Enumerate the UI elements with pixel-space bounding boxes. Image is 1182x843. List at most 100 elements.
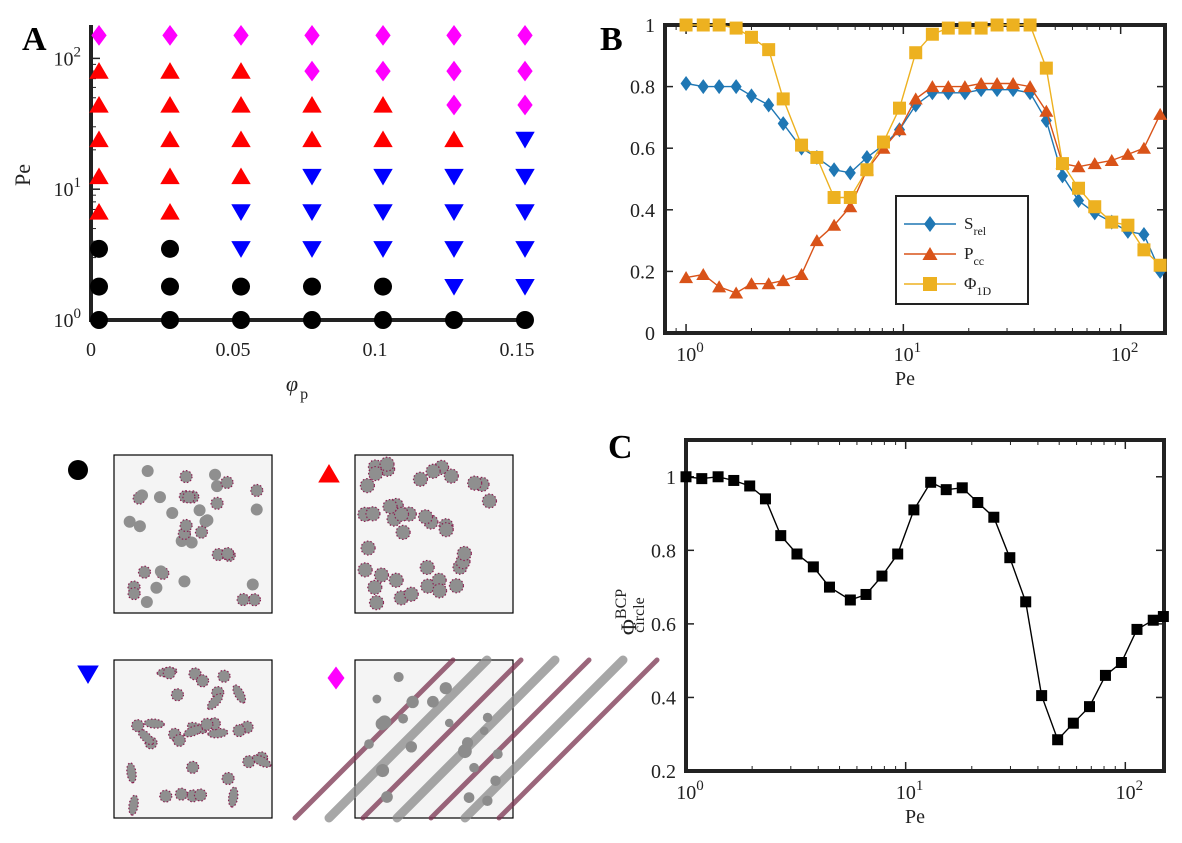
panel-a-ytick-label: 101: [54, 175, 82, 201]
panel-b-point-triangle: [908, 92, 923, 105]
panel-a-marker-diamond: [517, 25, 533, 46]
snapshot-blob: [367, 579, 383, 595]
panel-c-point-square: [1115, 657, 1127, 669]
panel-b-point-diamond: [763, 97, 775, 113]
panel-a-marker-inverted-triangle: [444, 241, 464, 258]
panel-a-marker-inverted-triangle: [444, 204, 464, 221]
panel-b-point-triangle: [1104, 154, 1119, 167]
panel-a-marker-diamond: [375, 60, 391, 82]
panel-b-point-diamond: [680, 76, 692, 91]
panel-c-ylabel: ΦBCPcircle: [613, 589, 648, 635]
snapshot-blob: [461, 737, 474, 749]
panel-b-point-square: [1039, 61, 1053, 75]
panel-c-point-square: [844, 594, 856, 606]
panel-a-marker-diamond: [517, 94, 533, 116]
snapshot-blob: [372, 694, 382, 704]
panel-b-point-diamond: [745, 88, 757, 104]
snapshot-band: [428, 657, 592, 821]
panel-letter-a: A: [22, 21, 47, 58]
panel-b-xtick-label: 100: [676, 340, 704, 366]
panel-a-marker-circle: [232, 277, 250, 296]
snapshot-blob: [359, 478, 376, 494]
snapshot-blob: [382, 498, 398, 515]
snapshot-blob: [232, 724, 246, 738]
panel-a-marker-triangle: [444, 130, 464, 148]
snapshot-band: [496, 657, 660, 821]
snapshot-blob: [467, 475, 483, 491]
panel-a-ytick-label-exp: 1: [74, 175, 82, 191]
panel-a-marker-circle: [445, 311, 463, 329]
panel-b-point-square: [712, 18, 726, 32]
panel-c-point-square: [1147, 614, 1159, 626]
panel-b-point-square: [860, 163, 874, 177]
panel-b-point-square: [679, 18, 693, 32]
snapshot-blob: [368, 595, 385, 611]
panel-b-point-triangle: [974, 77, 989, 90]
panel-c-point-square: [988, 511, 1000, 523]
panel-b-legend-sub: 1D: [976, 284, 991, 298]
snapshot-blob: [431, 583, 448, 599]
panel-c-point-square: [892, 548, 904, 560]
panel-b-point-square: [958, 21, 972, 35]
panel-b-ytick-label: 0.2: [630, 261, 655, 283]
snapshot-blob: [403, 586, 419, 602]
snapshot-blob: [438, 522, 454, 538]
snapshot-blob: [211, 480, 224, 493]
panel-b-point-triangle: [1087, 157, 1102, 170]
panel-c-point-square: [1004, 552, 1016, 564]
panel-a-marker-inverted-triangle: [444, 278, 464, 296]
snapshot-blob: [206, 693, 224, 711]
panel-b-xtick-label: 101: [894, 340, 922, 366]
panel-b-point-square: [1121, 218, 1135, 232]
panel-c-point-square: [1157, 611, 1169, 623]
panel-c-point-square: [759, 493, 771, 505]
panel-b-point-square: [1088, 200, 1102, 214]
panel-b-point-triangle: [679, 271, 694, 284]
panel-b-point-square: [843, 190, 857, 204]
snapshot-blob: [357, 562, 373, 578]
panel-a-marker-circle: [90, 311, 108, 329]
snapshot-blob: [482, 795, 493, 806]
snapshot-blob: [179, 518, 193, 533]
panel-b-point-square: [941, 21, 955, 35]
panel-b-point-diamond: [1056, 168, 1069, 184]
snapshot-blob: [195, 674, 210, 688]
snapshot-blob: [463, 792, 475, 803]
panel-a-marker-triangle: [89, 202, 109, 220]
panel-c-point-square: [680, 471, 692, 483]
panel-a-marker-circle: [232, 311, 250, 329]
panel-a-marker-triangle: [89, 130, 109, 148]
snapshot-blob: [140, 595, 153, 608]
panel-b-point-square: [909, 46, 923, 60]
panel-b-point-square: [1105, 215, 1119, 229]
panel-b-point-diamond: [861, 149, 873, 165]
panel-a-marker-diamond: [162, 25, 178, 46]
snapshot-blob: [246, 578, 259, 591]
snapshot-blob: [159, 789, 173, 803]
panel-a-marker-inverted-triangle: [515, 241, 535, 258]
panel-b-legend-label: Srel: [964, 214, 987, 238]
panel-b-point-triangle: [990, 77, 1005, 90]
panel-b-point-triangle: [843, 200, 858, 213]
panel-a-marker-triangle: [89, 96, 109, 113]
panel-c-point-square: [1099, 669, 1111, 681]
panel-b-xtick-label: 102: [1111, 340, 1139, 366]
panel-a-xtick-label: 0.05: [216, 339, 251, 361]
panel-b-point-diamond: [713, 79, 725, 95]
panel-a-marker-circle: [303, 311, 321, 329]
snapshot-blob: [179, 470, 193, 484]
panel-letter-b: B: [600, 21, 623, 58]
snapshot-blob: [377, 715, 392, 729]
snapshot-legend-triangle: [318, 464, 340, 483]
panel-b-point-triangle: [957, 80, 972, 93]
snapshot-blob: [166, 507, 179, 520]
snapshot-blob: [393, 671, 404, 683]
snapshot-blob: [393, 506, 410, 522]
panel-a-marker-triangle: [302, 130, 322, 148]
panel-a-marker-inverted-triangle: [373, 241, 393, 258]
snapshot-blob: [227, 786, 239, 808]
snapshot-blob: [251, 754, 272, 768]
snapshot-blob: [412, 471, 429, 487]
